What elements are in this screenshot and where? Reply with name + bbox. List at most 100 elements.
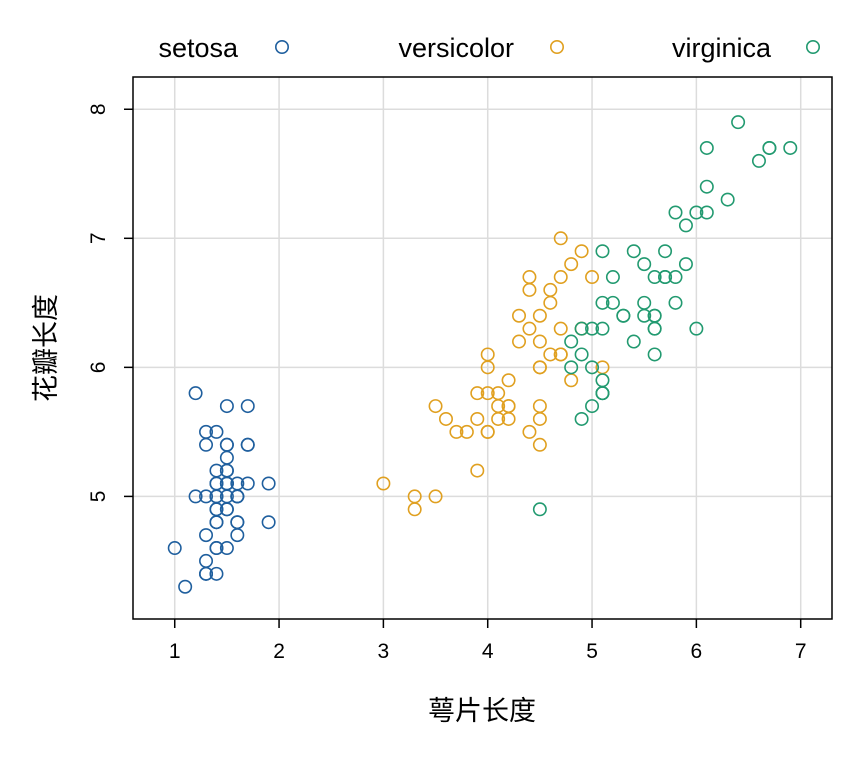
data-point-setosa [188,386,203,401]
data-point-versicolor [522,270,537,285]
x-axis-label: 萼片长度 [428,696,536,726]
data-point-versicolor [428,489,443,504]
data-point-setosa [199,437,214,452]
data-point-versicolor [532,411,547,426]
x-tick-label: 5 [586,640,598,663]
legend-label-virginica: virginica [672,33,772,63]
data-point-versicolor [522,282,537,297]
data-point-virginica [637,295,652,310]
data-point-virginica [762,140,777,155]
data-point-versicolor [501,373,516,388]
data-point-virginica [605,270,620,285]
data-point-versicolor [438,411,453,426]
data-point-virginica [564,360,579,375]
data-point-versicolor [553,321,568,336]
data-point-virginica [595,295,610,310]
data-point-setosa [199,528,214,543]
data-point-setosa [219,437,234,452]
y-tick-label: 7 [87,232,110,244]
data-point-virginica [626,334,641,349]
data-point-versicolor [532,437,547,452]
data-point-versicolor [553,347,568,362]
data-point-setosa [230,515,245,530]
data-point-setosa [209,463,224,478]
data-point-setosa [209,489,224,504]
data-point-setosa [261,515,276,530]
data-point-versicolor [543,347,558,362]
data-point-setosa [230,528,245,543]
data-point-virginica [585,360,600,375]
data-point-versicolor [553,270,568,285]
legend-label-versicolor: versicolor [398,33,514,63]
data-point-versicolor [564,373,579,388]
data-point-virginica [689,205,704,220]
data-point-versicolor [501,399,516,414]
data-point-virginica [751,153,766,168]
data-point-versicolor [480,347,495,362]
data-point-versicolor [459,424,474,439]
data-point-setosa [219,450,234,465]
data-point-setosa [240,476,255,491]
data-point-setosa [199,566,214,581]
data-point-versicolor [543,282,558,297]
data-point-virginica [699,140,714,155]
y-tick-label: 8 [87,103,110,115]
data-points [167,115,798,594]
data-point-versicolor [585,270,600,285]
data-point-setosa [199,424,214,439]
data-point-versicolor [376,476,391,491]
data-point-virginica [626,244,641,259]
data-point-setosa [230,476,245,491]
data-point-versicolor [470,463,485,478]
data-point-setosa [219,541,234,556]
x-tick-label: 4 [482,640,494,663]
data-point-versicolor [480,424,495,439]
data-point-setosa [178,579,193,594]
data-point-versicolor [532,360,547,375]
data-point-virginica [564,334,579,349]
data-point-versicolor [470,411,485,426]
data-point-virginica [668,270,683,285]
data-point-versicolor [522,424,537,439]
data-point-setosa [209,515,224,530]
data-point-virginica [668,295,683,310]
data-point-virginica [585,321,600,336]
data-point-virginica [595,373,610,388]
data-point-virginica [595,321,610,336]
data-point-versicolor [491,399,506,414]
y-tick-label: 6 [87,362,110,374]
data-point-setosa [209,566,224,581]
data-point-virginica [699,179,714,194]
y-tick-label: 5 [87,491,110,503]
data-point-versicolor [512,334,527,349]
x-tick-label: 7 [795,640,807,663]
data-point-setosa [199,553,214,568]
data-point-setosa [261,476,276,491]
x-tick-label: 3 [378,640,390,663]
data-point-virginica [637,308,652,323]
data-point-virginica [647,270,662,285]
data-point-virginica [699,205,714,220]
data-point-virginica [647,321,662,336]
data-point-versicolor [532,334,547,349]
data-point-virginica [678,257,693,272]
data-point-versicolor [407,489,422,504]
data-point-virginica [637,257,652,272]
x-tick-label: 2 [273,640,285,663]
data-point-setosa [240,399,255,414]
y-axis: 5 6 7 8 [87,103,133,502]
legend-label-setosa: setosa [158,33,239,63]
data-point-virginica [532,502,547,517]
data-point-versicolor [543,295,558,310]
data-point-versicolor [428,399,443,414]
data-point-virginica [678,218,693,233]
legend-marker-virginica [805,39,820,54]
data-point-virginica [720,192,735,207]
data-point-virginica [585,399,600,414]
x-axis: 1 2 3 4 5 6 7 [169,619,807,663]
data-point-setosa [219,502,234,517]
data-point-virginica [647,347,662,362]
plot-frame [132,76,833,620]
